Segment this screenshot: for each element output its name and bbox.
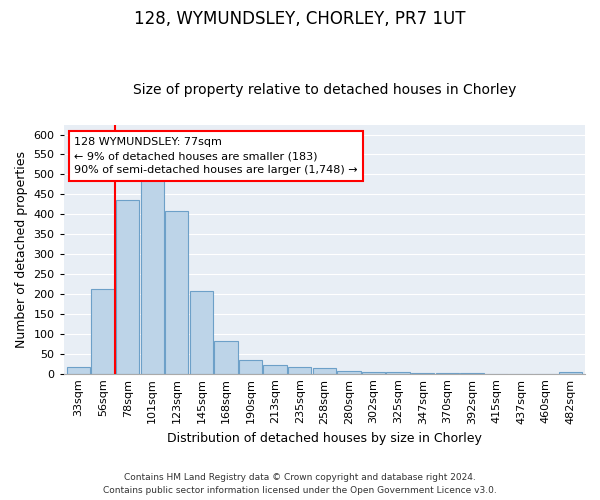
Y-axis label: Number of detached properties: Number of detached properties bbox=[15, 150, 28, 348]
Bar bbox=[239, 360, 262, 374]
Bar bbox=[263, 365, 287, 374]
Bar bbox=[214, 341, 238, 374]
Bar bbox=[91, 289, 115, 374]
Bar bbox=[313, 368, 336, 374]
Text: Contains HM Land Registry data © Crown copyright and database right 2024.
Contai: Contains HM Land Registry data © Crown c… bbox=[103, 473, 497, 495]
Bar bbox=[67, 366, 90, 374]
Bar bbox=[411, 373, 434, 374]
Text: 128 WYMUNDSLEY: 77sqm
← 9% of detached houses are smaller (183)
90% of semi-deta: 128 WYMUNDSLEY: 77sqm ← 9% of detached h… bbox=[74, 137, 358, 175]
Bar bbox=[288, 366, 311, 374]
Bar bbox=[140, 174, 164, 374]
Bar bbox=[362, 372, 385, 374]
Text: 128, WYMUNDSLEY, CHORLEY, PR7 1UT: 128, WYMUNDSLEY, CHORLEY, PR7 1UT bbox=[134, 10, 466, 28]
Bar bbox=[165, 211, 188, 374]
Title: Size of property relative to detached houses in Chorley: Size of property relative to detached ho… bbox=[133, 83, 516, 97]
X-axis label: Distribution of detached houses by size in Chorley: Distribution of detached houses by size … bbox=[167, 432, 482, 445]
Bar bbox=[559, 372, 582, 374]
Bar bbox=[337, 371, 361, 374]
Bar bbox=[190, 291, 213, 374]
Bar bbox=[386, 372, 410, 374]
Bar bbox=[116, 200, 139, 374]
